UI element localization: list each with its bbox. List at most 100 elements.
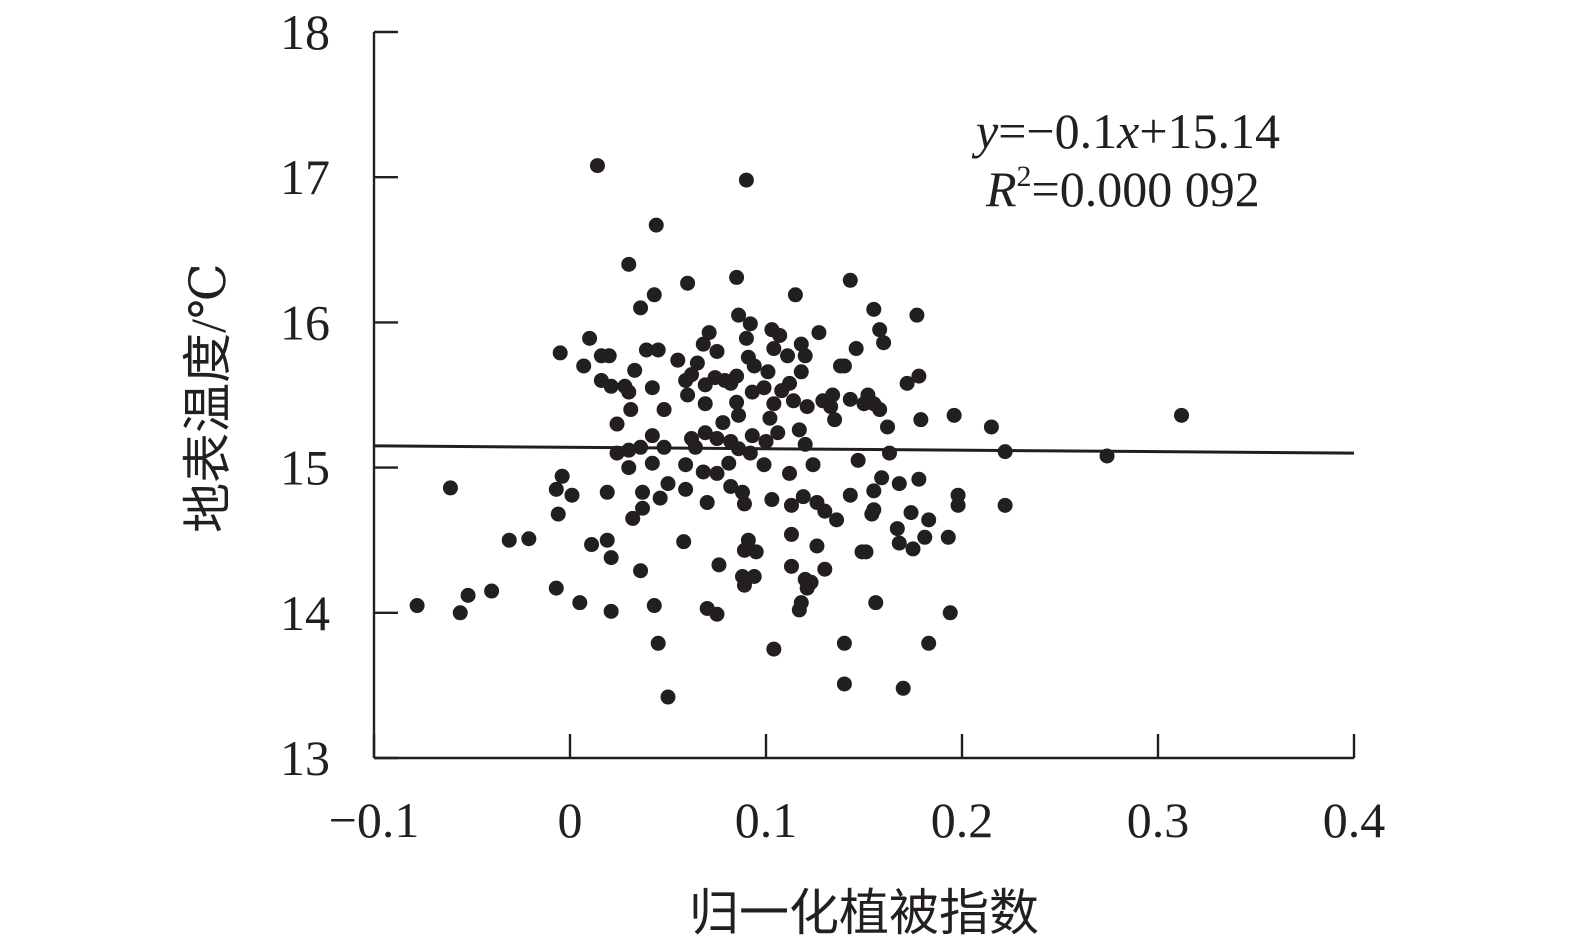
data-point: [697, 377, 713, 393]
data-point: [635, 484, 651, 500]
data-point: [827, 412, 843, 428]
data-point: [742, 445, 758, 461]
data-point: [799, 580, 815, 596]
data-point: [829, 512, 845, 528]
x-tick-label: 0.4: [1323, 792, 1386, 848]
data-point: [731, 441, 747, 457]
data-point: [950, 497, 966, 513]
x-tick-label: 0.2: [931, 792, 994, 848]
data-point: [891, 535, 907, 551]
data-point: [748, 544, 764, 560]
data-point: [903, 505, 919, 521]
data-point: [911, 368, 927, 384]
data-point: [744, 384, 760, 400]
data-point: [656, 402, 672, 418]
data-point: [650, 342, 666, 358]
data-point: [689, 355, 705, 371]
data-point: [680, 275, 696, 291]
data-point: [584, 537, 600, 553]
data-point: [911, 471, 927, 487]
x-tick-label: 0.3: [1127, 792, 1190, 848]
equation-x-variable: x: [1116, 103, 1139, 159]
x-tick-label: 0: [558, 792, 583, 848]
data-point: [783, 497, 799, 513]
data-point: [599, 484, 615, 500]
y-tick-label: 13: [280, 730, 330, 786]
data-point: [795, 489, 811, 505]
x-axis-title: 归一化植被指数: [689, 885, 1039, 941]
data-point: [785, 393, 801, 409]
data-point: [625, 510, 641, 526]
data-point: [723, 375, 739, 391]
data-point: [644, 380, 660, 396]
data-point: [678, 372, 694, 388]
data-point: [621, 460, 637, 476]
data-point: [552, 345, 568, 361]
data-point: [621, 384, 637, 400]
y-tick-label: 17: [280, 149, 330, 205]
data-point: [797, 348, 813, 364]
data-point: [760, 364, 776, 380]
data-point: [783, 526, 799, 542]
data-point: [946, 407, 962, 423]
data-point: [709, 431, 725, 447]
data-point: [850, 452, 866, 468]
data-point: [646, 598, 662, 614]
data-point: [589, 158, 605, 174]
data-point: [881, 445, 897, 461]
data-point: [874, 470, 890, 486]
data-point: [799, 399, 815, 415]
data-point: [872, 322, 888, 338]
data-point: [921, 635, 937, 651]
data-point: [940, 529, 956, 545]
r-squared-annotation: R2=0.000 092: [985, 160, 1260, 217]
data-point: [554, 468, 570, 484]
y-tick-label: 15: [280, 440, 330, 496]
data-point: [721, 455, 737, 471]
data-point: [548, 580, 564, 596]
data-point: [633, 300, 649, 316]
data-point: [836, 676, 852, 692]
data-point: [603, 378, 619, 394]
data-point: [756, 457, 772, 473]
data-point: [811, 325, 827, 341]
data-point: [633, 439, 649, 455]
equation-y-variable: y: [971, 103, 999, 159]
data-point: [678, 457, 694, 473]
data-point: [997, 444, 1013, 460]
data-point: [889, 521, 905, 537]
data-point: [742, 316, 758, 332]
data-point: [738, 330, 754, 346]
data-point: [660, 689, 676, 705]
data-point: [621, 256, 637, 272]
data-point: [572, 595, 588, 611]
data-point: [709, 606, 725, 622]
regression-equation: y=−0.1x+15.14: [971, 103, 1280, 159]
data-point: [1099, 448, 1115, 464]
data-point: [791, 422, 807, 438]
data-point: [762, 410, 778, 426]
data-point: [582, 330, 598, 346]
data-point: [744, 428, 760, 444]
data-point: [729, 394, 745, 410]
data-point: [521, 531, 537, 547]
data-point: [680, 387, 696, 403]
data-point: [484, 583, 500, 599]
data-point: [783, 558, 799, 574]
data-point: [697, 396, 713, 412]
data-point: [603, 603, 619, 619]
y-axis-title: 地表温度/℃: [180, 263, 236, 533]
data-point: [817, 561, 833, 577]
data-point: [766, 396, 782, 412]
data-point: [774, 383, 790, 399]
data-point: [738, 172, 754, 188]
data-point: [731, 307, 747, 323]
data-point: [609, 445, 625, 461]
plot-area: 13 14 15 16 17 18 −0.1 0 0.1 0.2 0.3 0.4: [280, 4, 1385, 848]
data-point: [913, 412, 929, 428]
data-point: [623, 402, 639, 418]
data-point: [648, 217, 664, 233]
data-point: [864, 506, 880, 522]
data-point: [817, 503, 833, 519]
data-point: [746, 569, 762, 584]
